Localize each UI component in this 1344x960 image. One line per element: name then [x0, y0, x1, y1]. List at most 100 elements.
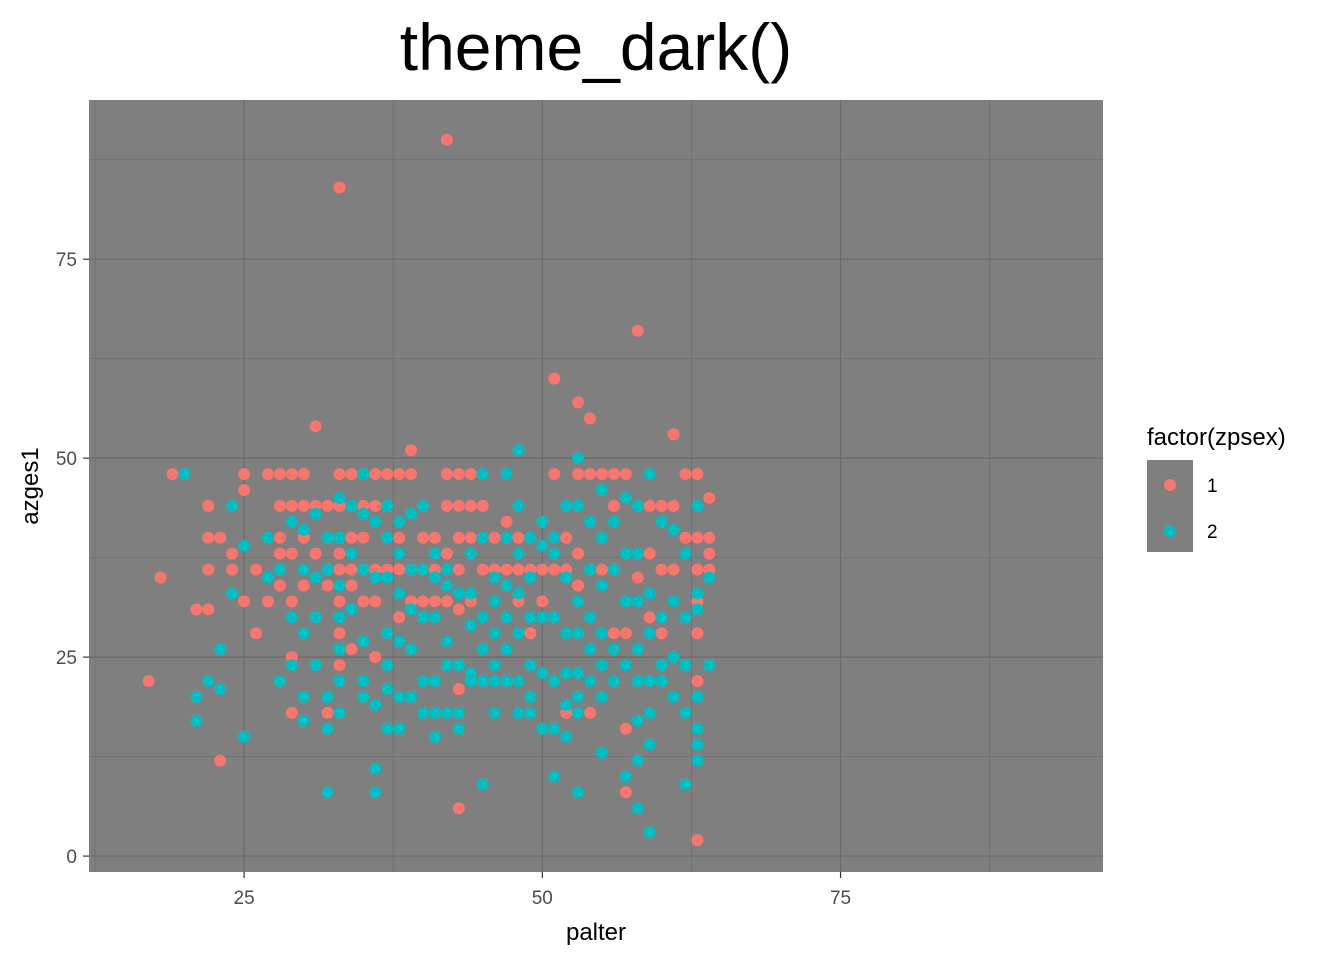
data-point [643, 468, 656, 481]
data-point [273, 468, 286, 481]
data-point [524, 627, 537, 640]
data-point [405, 690, 418, 703]
data-point [488, 571, 501, 584]
data-point [679, 706, 692, 719]
data-point [476, 499, 489, 512]
data-point [428, 571, 441, 584]
plot-panel [89, 100, 1103, 872]
data-point [309, 547, 322, 560]
data-point [643, 547, 656, 560]
data-point [405, 603, 418, 616]
data-point [703, 547, 716, 560]
x-tick-label: 25 [234, 888, 255, 909]
data-point [619, 627, 632, 640]
data-point [428, 674, 441, 687]
data-point [369, 595, 382, 608]
data-point [405, 563, 418, 576]
data-point [405, 444, 418, 457]
data-point [369, 698, 382, 711]
data-point [452, 603, 465, 616]
legend-label-2: 2 [1207, 522, 1218, 543]
data-point [643, 627, 656, 640]
data-point [488, 531, 501, 544]
data-point [297, 499, 310, 512]
data-point [667, 595, 680, 608]
data-point [476, 531, 489, 544]
data-point [595, 659, 608, 672]
data-point [572, 499, 585, 512]
data-point [321, 531, 334, 544]
data-point [285, 706, 298, 719]
data-point [440, 579, 453, 592]
data-point [584, 468, 597, 481]
data-point [536, 595, 549, 608]
data-point [572, 667, 585, 680]
data-point [285, 468, 298, 481]
data-point [464, 499, 477, 512]
data-point [584, 643, 597, 656]
data-point [619, 722, 632, 735]
data-point [321, 563, 334, 576]
data-point [417, 706, 430, 719]
data-point [679, 531, 692, 544]
data-point [584, 611, 597, 624]
data-point [369, 786, 382, 799]
data-point [381, 682, 394, 695]
legend-title: factor(zpsex) [1147, 424, 1286, 451]
data-point [297, 714, 310, 727]
data-point [440, 499, 453, 512]
data-point [500, 611, 513, 624]
x-axis-title: palter [566, 919, 626, 946]
data-point [548, 372, 561, 385]
data-point [631, 547, 644, 560]
data-point [393, 531, 406, 544]
data-point [154, 571, 167, 584]
data-point [572, 690, 585, 703]
data-point [572, 547, 585, 560]
data-point [619, 491, 632, 504]
data-point [512, 674, 525, 687]
data-point [464, 674, 477, 687]
data-point [261, 595, 274, 608]
data-point [512, 627, 525, 640]
data-point [476, 778, 489, 791]
data-point [524, 611, 537, 624]
data-point [452, 722, 465, 735]
data-point [584, 706, 597, 719]
data-point [488, 627, 501, 640]
data-point [226, 499, 239, 512]
data-point [321, 690, 334, 703]
data-point [512, 706, 525, 719]
data-point [393, 563, 406, 576]
data-point [238, 539, 251, 552]
legend-keys-background [1147, 460, 1193, 552]
data-point [572, 579, 585, 592]
data-point [309, 659, 322, 672]
data-point [464, 531, 477, 544]
data-point [285, 595, 298, 608]
data-point [691, 738, 704, 751]
data-point [691, 499, 704, 512]
data-point [548, 563, 561, 576]
data-point [500, 563, 513, 576]
axis-ticks: 25 50 75 0 25 50 75 [56, 250, 851, 909]
data-point [643, 674, 656, 687]
data-point [631, 754, 644, 767]
data-point [369, 468, 382, 481]
data-point [440, 635, 453, 648]
data-point [238, 468, 251, 481]
data-point [428, 547, 441, 560]
data-point [572, 786, 585, 799]
data-point [452, 802, 465, 815]
data-point [142, 674, 155, 687]
data-point [321, 499, 334, 512]
data-point [536, 667, 549, 680]
data-point [226, 587, 239, 600]
data-point [476, 563, 489, 576]
data-point [261, 571, 274, 584]
data-point [643, 499, 656, 512]
grid-lines [89, 100, 1103, 872]
data-point [524, 706, 537, 719]
legend-key-2-dot [1164, 525, 1176, 537]
data-point [607, 515, 620, 528]
